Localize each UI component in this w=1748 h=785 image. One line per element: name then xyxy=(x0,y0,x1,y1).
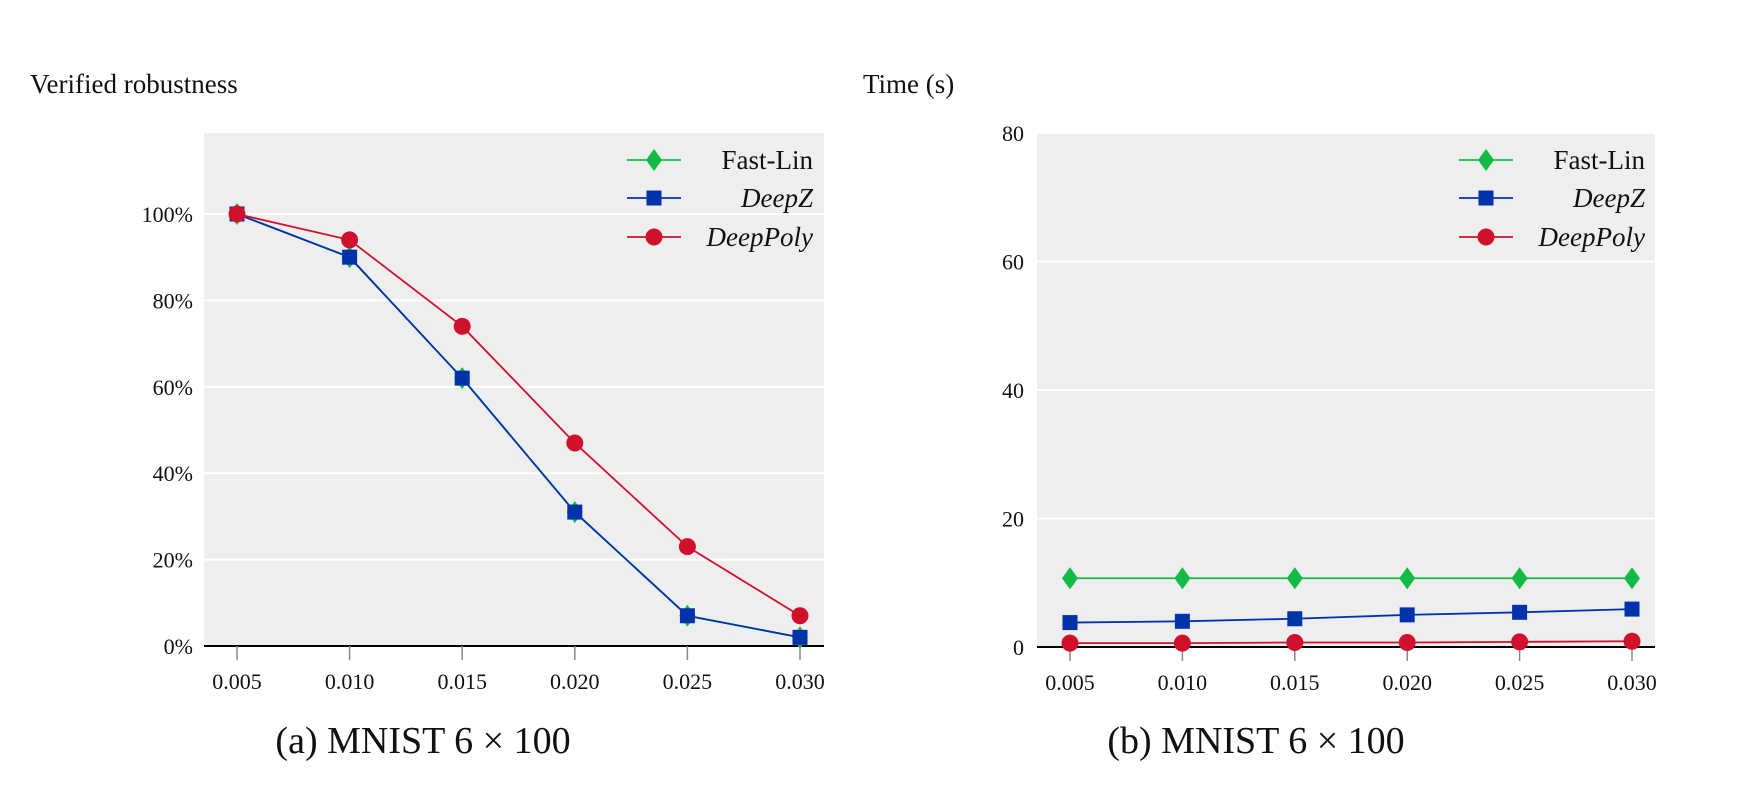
legend-item-deeppoly: DeepPoly xyxy=(627,222,813,252)
y-tick-label: 60% xyxy=(153,375,193,400)
data-point-deepz xyxy=(454,370,470,386)
legend-label: DeepZ xyxy=(1572,183,1646,213)
diamond-icon xyxy=(646,149,662,171)
data-point-deeppoly xyxy=(453,317,471,335)
x-tick-label: 0.030 xyxy=(775,669,825,694)
data-point-deeppoly xyxy=(566,434,584,452)
y-tick-labels: 0 20 40 60 80 xyxy=(1002,121,1024,660)
data-point-deepz xyxy=(1174,613,1190,629)
legend-item-deeppoly: DeepPoly xyxy=(1459,222,1645,252)
data-point-deepz xyxy=(792,629,808,645)
data-point-deepz xyxy=(1624,601,1640,617)
data-point-deepz xyxy=(567,504,583,520)
y-tick-labels: 0% 20% 40% 60% 80% 100% xyxy=(142,202,193,659)
legend-item-deepz: DeepZ xyxy=(1459,183,1646,213)
data-point-fast-lin xyxy=(1062,567,1078,590)
x-tick-label: 0.015 xyxy=(437,669,487,694)
y-tick-label: 40% xyxy=(153,461,193,486)
legend-item-deepz: DeepZ xyxy=(627,183,814,213)
gridlines xyxy=(204,213,824,647)
data-point-fast-lin xyxy=(1174,567,1191,590)
x-ticks xyxy=(236,646,801,660)
x-tick-label: 0.020 xyxy=(1382,670,1432,695)
series-line-deeppoly xyxy=(236,213,801,617)
legend-label: Fast-Lin xyxy=(722,145,814,175)
data-point-deeppoly xyxy=(678,538,696,556)
data-point-deeppoly xyxy=(1398,634,1416,652)
y-axis-title: Verified robustness xyxy=(30,69,238,99)
legend-item-fast-lin: Fast-Lin xyxy=(627,145,813,175)
y-tick-label: 0 xyxy=(1013,635,1024,660)
data-point-deeppoly xyxy=(1173,634,1191,652)
legend-label: DeepZ xyxy=(740,183,814,213)
legend: Fast-Lin DeepZ DeepPoly xyxy=(627,145,814,252)
y-tick-label: 80 xyxy=(1002,121,1024,146)
data-point-fast-lin xyxy=(1399,567,1416,590)
y-tick-label: 100% xyxy=(142,202,193,227)
x-tick-label: 0.020 xyxy=(550,669,600,694)
x-tick-labels: 0.005 0.010 0.015 0.020 0.025 0.030 xyxy=(1045,670,1657,695)
data-point-deepz xyxy=(1287,611,1303,627)
series-line-deepz xyxy=(236,213,801,639)
data-point-deeppoly xyxy=(1511,633,1529,651)
data-point-deeppoly xyxy=(1623,632,1641,650)
legend: Fast-Lin DeepZ DeepPoly xyxy=(1459,145,1646,252)
data-point-deeppoly xyxy=(1061,634,1079,652)
data-point-fast-lin xyxy=(1286,567,1303,590)
y-tick-label: 20% xyxy=(153,548,193,573)
data-point-deeppoly xyxy=(228,205,246,223)
circle-icon xyxy=(1477,228,1495,246)
x-tick-label: 0.005 xyxy=(1045,670,1095,695)
x-tick-label: 0.010 xyxy=(1158,670,1208,695)
data-point-fast-lin xyxy=(1511,567,1528,590)
legend-item-fast-lin: Fast-Lin xyxy=(1459,145,1645,175)
data-point-deeppoly xyxy=(341,231,359,249)
y-tick-label: 40 xyxy=(1002,378,1024,403)
data-point-fast-lin xyxy=(1624,567,1640,590)
series-line-deepz xyxy=(1069,608,1633,624)
gridlines xyxy=(1037,132,1655,648)
caption: (b) MNIST 6 × 100 xyxy=(1107,720,1404,762)
data-point-deepz xyxy=(1062,615,1078,631)
plot-area xyxy=(204,133,824,646)
x-ticks xyxy=(1069,647,1633,661)
series-line-deeppoly xyxy=(1070,640,1633,645)
circle-icon xyxy=(645,228,663,246)
data-point-deepz xyxy=(679,608,695,624)
data-point-deeppoly xyxy=(791,607,809,625)
y-tick-label: 60 xyxy=(1002,250,1024,275)
data-point-deeppoly xyxy=(1286,634,1304,652)
caption: (a) MNIST 6 × 100 xyxy=(275,720,570,762)
data-point-deepz xyxy=(1399,607,1415,623)
series-group xyxy=(1061,567,1641,652)
x-tick-label: 0.025 xyxy=(663,669,713,694)
x-tick-label: 0.025 xyxy=(1495,670,1545,695)
square-icon xyxy=(646,190,662,206)
series-group xyxy=(228,203,809,649)
x-tick-label: 0.005 xyxy=(212,669,262,694)
y-tick-label: 20 xyxy=(1002,507,1024,532)
chart-verified-robustness: Verified robustness 0% 20% 40% 60% 80% 100% 0… xyxy=(30,69,825,762)
data-point-deepz xyxy=(342,249,358,265)
diamond-icon xyxy=(1478,149,1494,171)
x-tick-label: 0.015 xyxy=(1270,670,1320,695)
legend-label: Fast-Lin xyxy=(1554,145,1646,175)
y-tick-label: 0% xyxy=(164,634,193,659)
square-icon xyxy=(1478,190,1494,206)
legend-label: DeepPoly xyxy=(706,222,813,252)
y-axis-title: Time (s) xyxy=(863,69,954,99)
data-point-deepz xyxy=(1512,604,1528,620)
x-tick-label: 0.010 xyxy=(325,669,375,694)
legend-label: DeepPoly xyxy=(1538,222,1645,252)
y-tick-label: 80% xyxy=(153,288,193,313)
x-tick-labels: 0.005 0.010 0.015 0.020 0.025 0.030 xyxy=(212,669,825,694)
x-tick-label: 0.030 xyxy=(1607,670,1657,695)
